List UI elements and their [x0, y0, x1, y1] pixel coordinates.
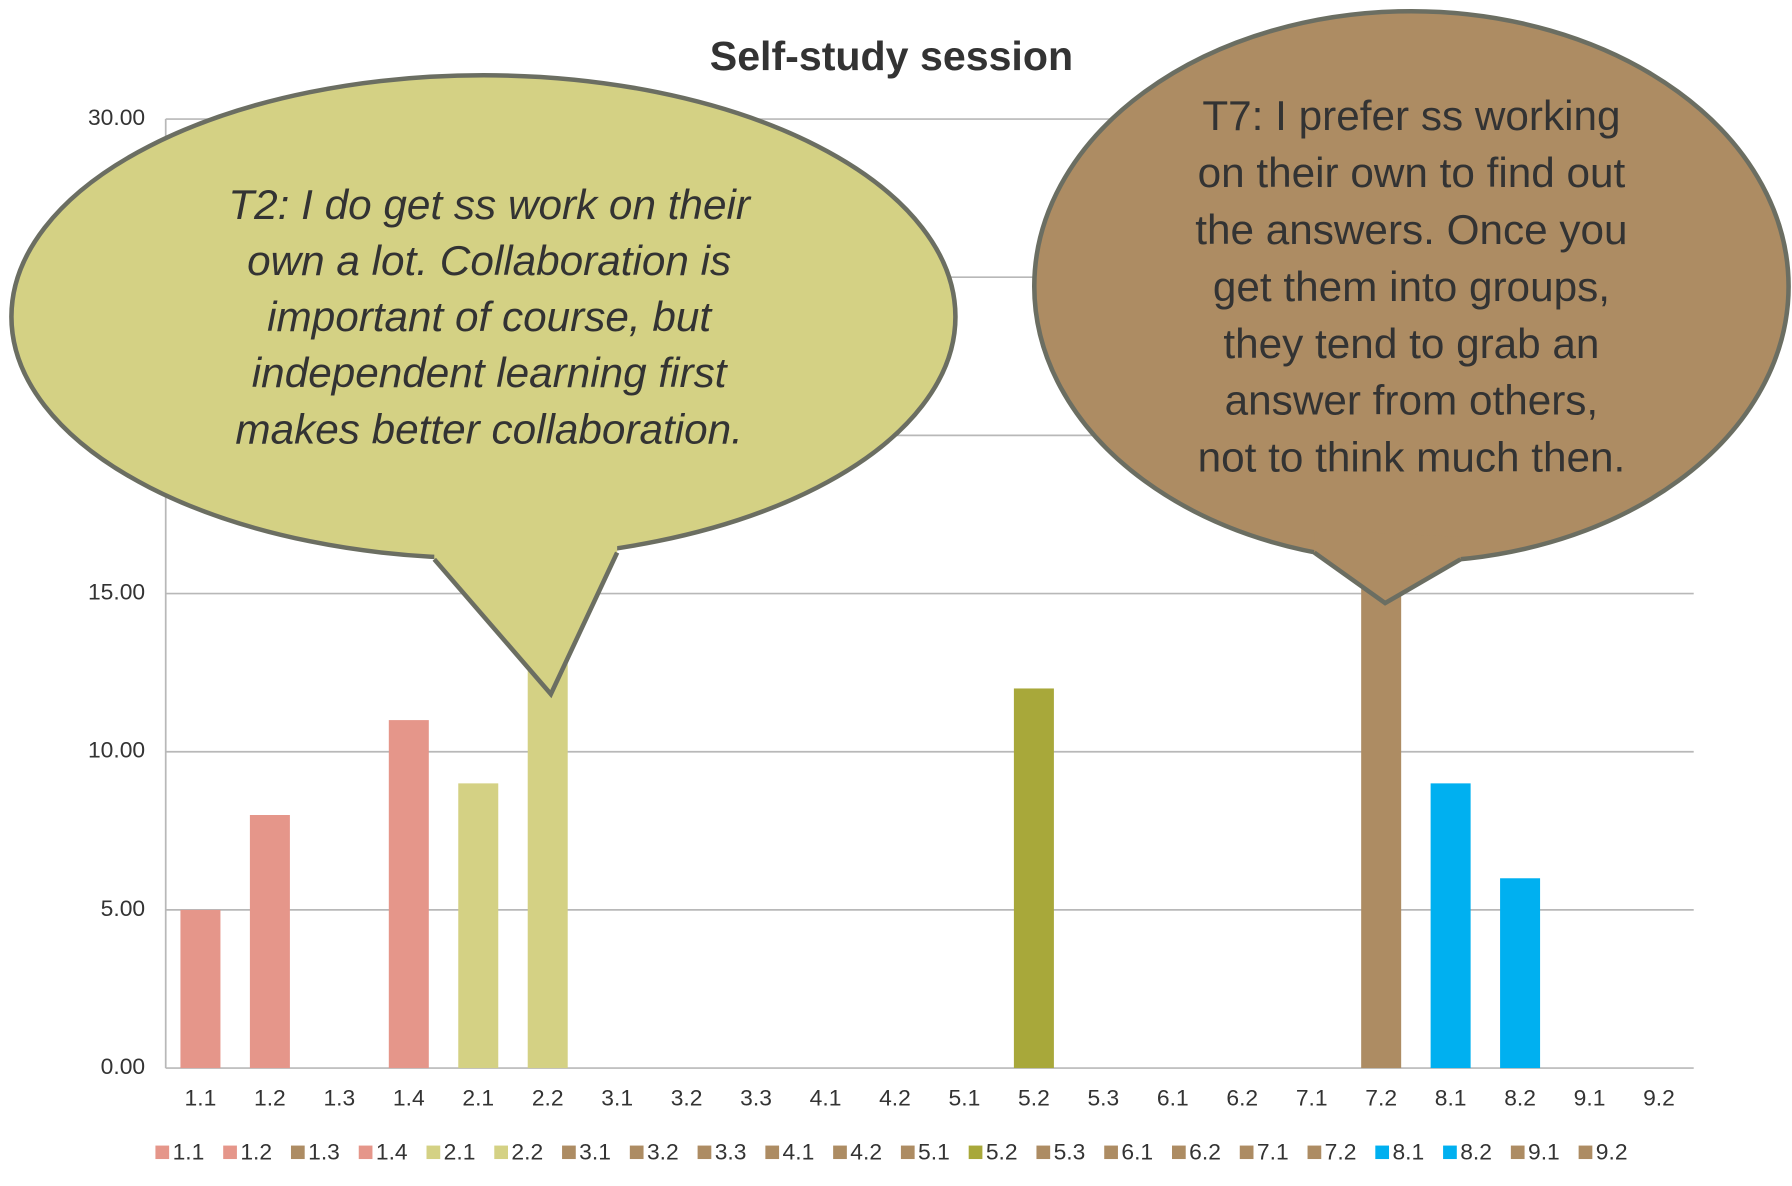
legend-label: 4.2 [850, 1139, 882, 1165]
callout-text: the answers. Once you [1195, 206, 1627, 253]
callout-tail-edge [432, 551, 620, 699]
x-tick-label: 2.2 [532, 1085, 564, 1111]
legend-swatch [1578, 1145, 1593, 1160]
callout-tail [1314, 530, 1461, 604]
legend-label: 1.2 [240, 1139, 272, 1165]
legend-swatch [1443, 1145, 1457, 1160]
legend-label: 4.1 [783, 1139, 815, 1165]
legend-swatch [562, 1145, 576, 1160]
legend-swatch [1239, 1145, 1254, 1160]
legend-swatch [1036, 1145, 1051, 1160]
legend-swatch [968, 1145, 983, 1160]
x-tick-label: 8.2 [1504, 1085, 1536, 1111]
legend-swatch [900, 1145, 915, 1160]
x-tick-label: 7.2 [1365, 1085, 1397, 1111]
bar [1430, 783, 1471, 1069]
bar [1361, 561, 1402, 1069]
legend-label: 5.2 [986, 1139, 1018, 1165]
x-tick-label: 9.2 [1643, 1085, 1675, 1111]
y-tick-label: 5.00 [101, 895, 145, 921]
legend-swatch [1375, 1145, 1390, 1160]
legend-swatch [290, 1145, 305, 1160]
x-tick-label: 3.2 [671, 1085, 703, 1111]
legend-label: 6.1 [1121, 1139, 1153, 1165]
callout-text: own a lot. Collaboration is [247, 237, 731, 284]
x-tick-label: 8.1 [1435, 1085, 1467, 1111]
legend-swatch [223, 1145, 237, 1160]
x-tick-label: 1.1 [185, 1085, 217, 1111]
legend-label: 1.3 [308, 1139, 340, 1165]
x-tick-label: 4.2 [879, 1085, 911, 1111]
callout-text: not to think much then. [1198, 434, 1626, 481]
x-tick-label: 2.1 [462, 1085, 494, 1111]
legend-label: 1.4 [376, 1139, 408, 1165]
bar [1500, 878, 1541, 1069]
bar [180, 909, 221, 1069]
legend-label: 6.2 [1189, 1139, 1221, 1165]
y-tick-label: 30.00 [88, 104, 145, 130]
bar [388, 720, 429, 1069]
callout-tail-edge [1312, 550, 1462, 606]
legend-label: 7.2 [1325, 1139, 1357, 1165]
legend-swatch [358, 1145, 373, 1160]
legend-label: 3.3 [715, 1139, 747, 1165]
callout-text: T7: I prefer ss working [1202, 92, 1620, 139]
legend-label: 3.2 [647, 1139, 679, 1165]
legend-swatch [1172, 1145, 1186, 1160]
callout-text: independent learning first [252, 350, 729, 397]
legend-swatch [155, 1145, 170, 1160]
bar [249, 815, 290, 1069]
x-tick-label: 3.3 [740, 1085, 772, 1111]
x-tick-label: 6.1 [1157, 1085, 1189, 1111]
callout-text: T2: I do get ss work on their [228, 181, 752, 228]
x-tick-label: 4.1 [810, 1085, 842, 1111]
legend-label: 9.2 [1596, 1139, 1628, 1165]
callout-text: answer from others, [1225, 377, 1599, 424]
x-tick-label: 5.2 [1018, 1085, 1050, 1111]
x-tick-label: 9.1 [1574, 1085, 1606, 1111]
x-tick-label: 5.1 [949, 1085, 981, 1111]
callout-text: get them into groups, [1213, 263, 1610, 310]
callout-tail [434, 530, 618, 695]
legend-swatch [1307, 1145, 1322, 1160]
callout-text: they tend to grab an [1223, 320, 1599, 367]
legend-swatch [697, 1145, 712, 1160]
legend-swatch [833, 1145, 847, 1160]
legend-label: 5.1 [918, 1139, 950, 1165]
legend-label: 8.1 [1392, 1139, 1424, 1165]
legend-label: 1.1 [173, 1139, 205, 1165]
x-tick-label: 1.3 [323, 1085, 355, 1111]
legend-label: 5.3 [1054, 1139, 1086, 1165]
callout-text: important of course, but [267, 293, 713, 340]
y-tick-label: 15.00 [88, 579, 145, 605]
legend-label: 2.1 [444, 1139, 476, 1165]
legend-label: 3.1 [579, 1139, 611, 1165]
bar [1013, 688, 1054, 1069]
legend-label: 2.2 [511, 1139, 543, 1165]
legend-swatch [765, 1145, 780, 1160]
x-tick-label: 5.3 [1087, 1085, 1119, 1111]
x-tick-label: 3.1 [601, 1085, 633, 1111]
legend-swatch [426, 1145, 441, 1160]
legend-label: 8.2 [1460, 1139, 1492, 1165]
bar [458, 783, 499, 1069]
callout-text: makes better collaboration. [235, 406, 743, 453]
x-tick-label: 6.2 [1226, 1085, 1258, 1111]
legend-label: 7.1 [1257, 1139, 1289, 1165]
legend-label: 9.1 [1528, 1139, 1560, 1165]
bar [527, 656, 568, 1069]
legend-swatch [629, 1145, 644, 1160]
x-tick-label: 1.4 [393, 1085, 425, 1111]
legend-swatch [494, 1145, 508, 1160]
y-tick-label: 0.00 [101, 1053, 145, 1079]
chart-title: Self-study session [710, 34, 1073, 80]
x-tick-label: 1.2 [254, 1085, 286, 1111]
x-tick-label: 7.1 [1296, 1085, 1328, 1111]
legend-swatch [1104, 1145, 1118, 1160]
legend-swatch [1510, 1145, 1525, 1160]
y-tick-label: 10.00 [88, 737, 145, 763]
callout-text: on their own to find out [1198, 149, 1626, 196]
